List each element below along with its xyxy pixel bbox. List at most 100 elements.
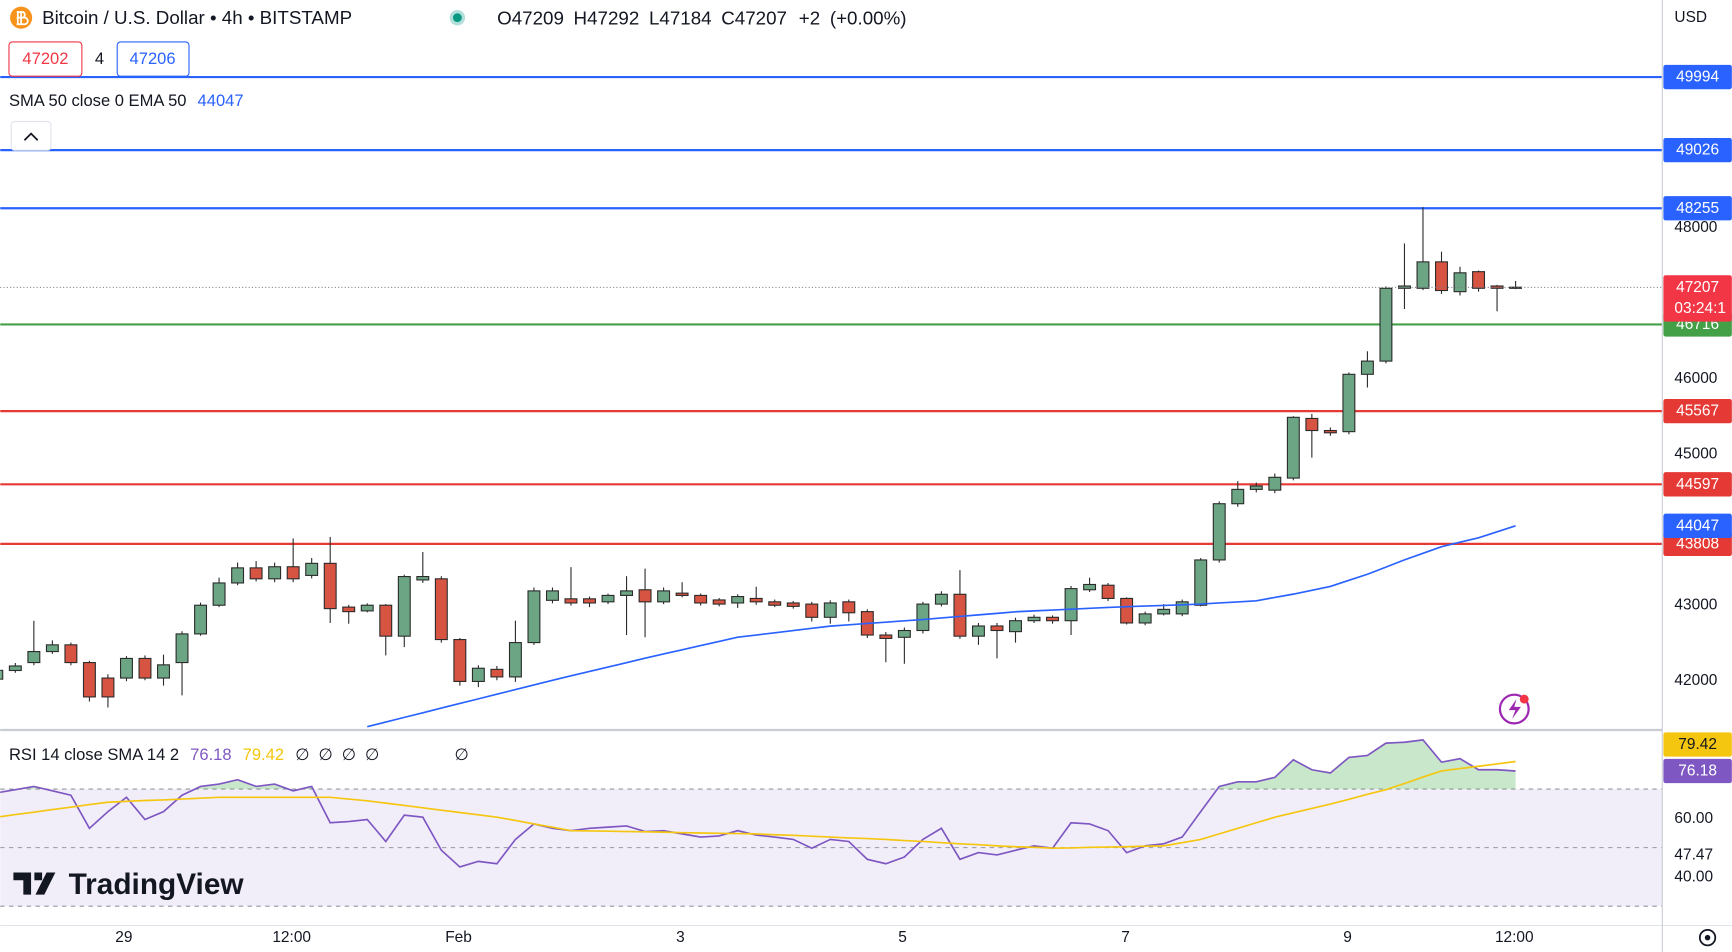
bid-price: 47202 bbox=[22, 49, 68, 68]
candle-body bbox=[1064, 588, 1078, 622]
candle-body bbox=[731, 595, 745, 604]
candle-body bbox=[138, 657, 152, 679]
candle-body bbox=[1157, 608, 1171, 615]
price-label-box bbox=[1663, 513, 1732, 538]
candle-body bbox=[101, 677, 115, 698]
candle-body bbox=[1212, 503, 1226, 561]
candle-body bbox=[175, 633, 189, 664]
candle-body bbox=[490, 668, 504, 678]
candle-body bbox=[990, 625, 1004, 632]
candle-body bbox=[675, 592, 689, 596]
candle-body bbox=[1360, 360, 1374, 375]
candle-body bbox=[249, 567, 263, 580]
candle-body bbox=[508, 642, 522, 678]
candle-body bbox=[157, 664, 170, 679]
rsi-line bbox=[0, 760, 1516, 850]
candle-body bbox=[601, 594, 615, 603]
candle-body bbox=[620, 590, 634, 596]
ohlc-prefix: L bbox=[649, 7, 659, 28]
indicator-legend: SMA 50 close 0 EMA 50 bbox=[9, 91, 187, 110]
rsi-legend: RSI 14 close SMA 14 2 bbox=[9, 745, 179, 764]
rsi-line bbox=[0, 739, 1516, 868]
plot-layer bbox=[0, 75, 1663, 907]
candle-body bbox=[212, 582, 226, 606]
rsi-pane bbox=[0, 739, 1663, 907]
candle-body bbox=[45, 644, 59, 653]
candle-body bbox=[1120, 597, 1134, 624]
current-price-label: 47207 bbox=[1676, 279, 1719, 296]
price-label: 48255 bbox=[1676, 200, 1719, 217]
candle-body bbox=[1194, 559, 1208, 606]
candle-body bbox=[786, 602, 800, 607]
x-tick-label: Feb bbox=[445, 929, 472, 946]
candle-body bbox=[545, 590, 559, 601]
alert-icon[interactable] bbox=[1498, 693, 1530, 725]
y-tick-label: 40.00 bbox=[1674, 868, 1713, 885]
price-label: 76.18 bbox=[1678, 762, 1717, 779]
settings-icon[interactable] bbox=[1698, 929, 1717, 947]
candle-body bbox=[397, 575, 411, 637]
candle-body bbox=[1435, 261, 1448, 292]
candle-body bbox=[1342, 373, 1356, 433]
ohlc-value: 47292 bbox=[587, 7, 639, 28]
candle-body bbox=[1083, 583, 1097, 591]
collapse-button[interactable] bbox=[10, 120, 52, 151]
logo-mark bbox=[13, 872, 56, 895]
y-tick-label: 43000 bbox=[1674, 596, 1717, 613]
candle-body bbox=[1249, 485, 1263, 490]
indicator-value: 44047 bbox=[198, 91, 244, 110]
candle-body bbox=[1231, 488, 1245, 505]
candle-body bbox=[1138, 613, 1152, 624]
candle-body bbox=[934, 593, 948, 605]
candle-body bbox=[657, 590, 671, 603]
ohlc-prefix: H bbox=[574, 7, 588, 28]
alert-bolt bbox=[1508, 699, 1521, 719]
price-label-box bbox=[1663, 758, 1732, 784]
y-tick-label: 48000 bbox=[1674, 219, 1717, 236]
candle-body bbox=[805, 603, 819, 618]
x-tick-label: 9 bbox=[1343, 929, 1352, 946]
candle-body bbox=[842, 601, 856, 614]
chevron-icon bbox=[23, 132, 39, 141]
candle-body bbox=[879, 634, 893, 639]
candle-body bbox=[953, 593, 967, 637]
ohlc-value: 47207 bbox=[735, 7, 787, 28]
candle-body bbox=[64, 644, 78, 664]
rsi-placeholder: ∅ bbox=[342, 745, 356, 764]
buy-button[interactable] bbox=[116, 41, 190, 77]
candle-body bbox=[712, 599, 726, 605]
candle-body bbox=[1379, 287, 1393, 362]
candle-body bbox=[286, 566, 300, 580]
candle-body bbox=[453, 639, 467, 682]
sell-button[interactable] bbox=[8, 41, 83, 77]
countdown-label: 03:24:1 bbox=[1674, 300, 1726, 317]
logo[interactable]: TradingView bbox=[69, 868, 245, 901]
candle-body bbox=[638, 589, 652, 603]
candle-body bbox=[231, 567, 245, 584]
price-label: 44597 bbox=[1676, 476, 1719, 493]
candle-body bbox=[1009, 620, 1022, 633]
price-label-box bbox=[1663, 64, 1732, 90]
ohlc-value: 47184 bbox=[659, 7, 711, 28]
rsi-value: 79.42 bbox=[243, 745, 284, 764]
symbol-title[interactable]: Bitcoin / U.S. Dollar • 4h • BITSTAMP bbox=[42, 7, 352, 28]
candle-body bbox=[379, 604, 393, 637]
candle-body bbox=[823, 602, 837, 618]
candle-body bbox=[1453, 272, 1467, 293]
candle-body bbox=[1286, 416, 1300, 479]
price-label-box bbox=[1663, 398, 1732, 424]
candle-body bbox=[305, 562, 319, 576]
price-label: 43808 bbox=[1676, 535, 1719, 552]
y-tick-label: 42000 bbox=[1674, 672, 1717, 689]
candle-body bbox=[119, 657, 133, 679]
candle-body bbox=[416, 575, 430, 581]
change: +2 bbox=[799, 7, 820, 28]
axis-layer: 42000 43000 45000 46000 48000 29 12:00 Feb 3 5 7 9 1… bbox=[115, 9, 1732, 946]
x-tick-label: 12:00 bbox=[1495, 929, 1534, 946]
ohlc-legend: O47209 H47292 L47184 C47207 +2 (+0.00%) bbox=[497, 7, 906, 28]
price-label-box bbox=[1663, 137, 1732, 163]
price-label: 49026 bbox=[1676, 142, 1719, 159]
price-label-box bbox=[1663, 732, 1732, 757]
candle-body bbox=[1416, 261, 1430, 289]
